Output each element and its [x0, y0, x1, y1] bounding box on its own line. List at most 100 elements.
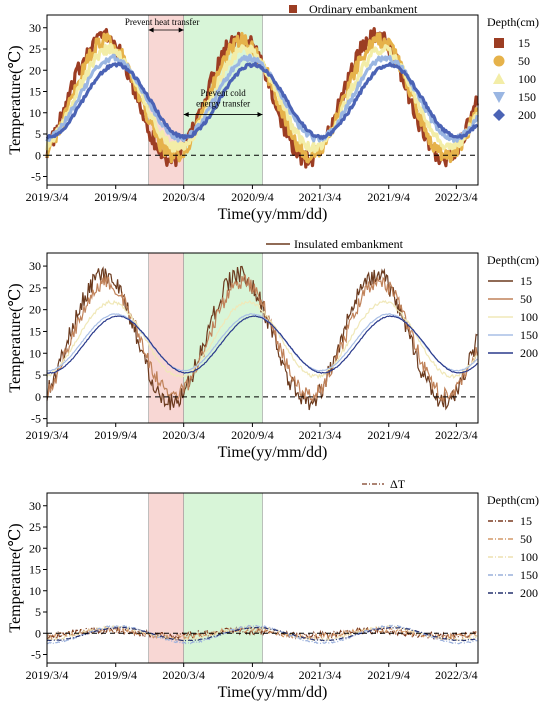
legend-label: 150 — [520, 328, 538, 342]
title-legend-text: Insulated embankment — [294, 237, 404, 251]
x-tick-label: 2021/9/4 — [367, 428, 410, 442]
title-legend-text: ΔT — [390, 477, 406, 491]
series-line-50 — [46, 625, 478, 642]
annotation-cold-line1: Prevent cold — [200, 88, 246, 98]
title-legend-swatch — [289, 5, 297, 13]
series-line-100 — [46, 624, 478, 642]
y-tick-label: 0 — [35, 390, 41, 404]
y-tick-label: 25 — [29, 42, 41, 56]
legend-label: 200 — [520, 586, 538, 600]
y-tick-label: 10 — [29, 346, 41, 360]
x-tick-label: 2021/9/4 — [367, 190, 410, 204]
legend-title: Depth(cm) — [487, 15, 539, 29]
y-tick-label: 5 — [35, 368, 41, 382]
y-axis-label: Temperature(℃) — [7, 283, 24, 392]
x-tick-label: 2019/3/4 — [26, 190, 69, 204]
x-tick-label: 2021/3/4 — [299, 668, 342, 682]
y-axis-label: Temperature(℃) — [7, 45, 24, 154]
legend-label: 100 — [518, 72, 536, 86]
x-tick-label: 2021/3/4 — [299, 190, 342, 204]
y-tick-label: 20 — [29, 303, 41, 317]
legend-title: Depth(cm) — [487, 493, 539, 507]
y-tick-label: 30 — [29, 259, 41, 273]
series-line-100 — [46, 299, 478, 380]
annotation-arrowhead — [257, 111, 263, 117]
legend-marker-triangle — [493, 73, 505, 84]
x-tick-label: 2020/3/4 — [162, 668, 205, 682]
y-tick-label: -5 — [31, 412, 41, 426]
panel-ordinary: -5 0 5 10 15 20 25 30 2019/3/4 2019/9/4 2020/3/4 20… — [7, 2, 539, 223]
legend-label: 50 — [520, 532, 532, 546]
legend-label: 15 — [520, 274, 532, 288]
series-line-50 — [46, 274, 478, 403]
legend-label: 100 — [520, 550, 538, 564]
series-line-200 — [46, 626, 478, 642]
panel-insulated: -5 0 5 10 15 20 25 30 2019/3/4 2019/9/4 2020/3/4 20… — [7, 237, 539, 461]
panel-difference: -5 0 5 10 15 20 25 30 2019/3/4 2019/9/4 2020/3/4 20… — [7, 477, 539, 701]
y-tick-label: 25 — [29, 281, 41, 295]
legend-label: 15 — [518, 36, 530, 50]
x-tick-label: 2020/9/4 — [231, 190, 274, 204]
plot-frame — [46, 14, 479, 186]
shaded-period-cold — [183, 252, 263, 424]
y-tick-label: 20 — [29, 541, 41, 555]
y-tick-label: 0 — [35, 626, 41, 640]
y-tick-label: -5 — [31, 170, 41, 184]
x-tick-label: 2020/9/4 — [231, 428, 274, 442]
annotation-arrowhead — [148, 27, 154, 33]
shaded-period-heat — [148, 252, 184, 424]
title-legend-text: Ordinary embankment — [309, 2, 418, 16]
legend-marker-triangle-down — [493, 92, 505, 103]
legend-label: 50 — [518, 54, 530, 68]
x-tick-label: 2021/9/4 — [367, 668, 410, 682]
y-tick-label: 20 — [29, 63, 41, 77]
series-line-200 — [45, 61, 479, 140]
legend-label: 50 — [520, 292, 532, 306]
y-tick-label: 5 — [35, 605, 41, 619]
series-line-15 — [46, 625, 478, 641]
y-tick-label: 30 — [29, 499, 41, 513]
x-tick-label: 2020/3/4 — [162, 190, 205, 204]
y-tick-label: 15 — [29, 85, 41, 99]
x-tick-label: 2019/3/4 — [26, 668, 69, 682]
series-line-150 — [46, 624, 478, 645]
annotation-heat: Prevent heat transfer — [125, 17, 199, 27]
plot-frame — [46, 492, 479, 664]
x-tick-label: 2019/9/4 — [94, 668, 137, 682]
legend-label: 200 — [518, 108, 536, 122]
plot-frame — [46, 252, 479, 424]
y-tick-label: 30 — [29, 21, 41, 35]
legend-marker-square — [494, 38, 504, 48]
y-tick-label: 15 — [29, 563, 41, 577]
x-tick-label: 2022/3/4 — [435, 668, 478, 682]
y-axis-label: Temperature(℃) — [7, 523, 24, 632]
y-tick-label: 15 — [29, 324, 41, 338]
legend-marker-circle — [493, 55, 505, 67]
y-tick-label: 10 — [29, 106, 41, 120]
legend-marker-diamond — [493, 109, 505, 121]
legend-label: 15 — [520, 514, 532, 528]
x-tick-label: 2019/9/4 — [94, 190, 137, 204]
x-tick-label: 2022/3/4 — [435, 190, 478, 204]
annotation-arrowhead — [183, 111, 189, 117]
legend-label: 100 — [520, 310, 538, 324]
x-axis-label: Time(yy/mm/dd) — [218, 444, 328, 461]
y-tick-label: 5 — [35, 127, 41, 141]
annotation-arrowhead — [178, 27, 184, 33]
x-tick-label: 2021/3/4 — [299, 428, 342, 442]
annotation-cold-line2: energy transfer — [196, 98, 250, 108]
x-tick-label: 2022/3/4 — [435, 428, 478, 442]
x-axis-label: Time(yy/mm/dd) — [218, 206, 328, 223]
y-tick-label: 0 — [35, 148, 41, 162]
legend-label: 200 — [520, 346, 538, 360]
x-tick-label: 2019/9/4 — [94, 428, 137, 442]
y-tick-label: 25 — [29, 520, 41, 534]
y-tick-label: 10 — [29, 584, 41, 598]
x-tick-label: 2020/3/4 — [162, 428, 205, 442]
shaded-period-cold — [183, 492, 263, 664]
series-line-200 — [47, 315, 478, 374]
legend-label: 150 — [520, 568, 538, 582]
x-tick-label: 2019/3/4 — [26, 428, 69, 442]
y-tick-label: -5 — [31, 648, 41, 662]
